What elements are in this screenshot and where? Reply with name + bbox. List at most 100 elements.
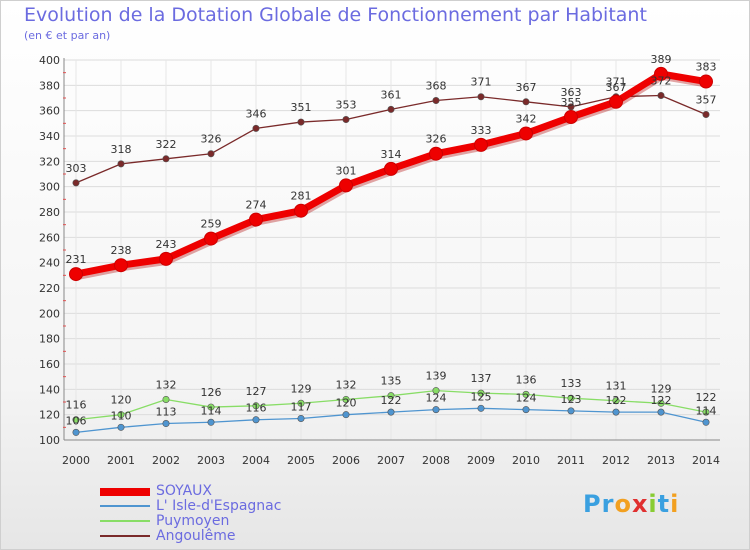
data-point-1 [207, 418, 215, 426]
data-label-3: 367 [516, 81, 537, 94]
data-point-2 [162, 395, 170, 403]
y-tick-label: 360 [39, 105, 60, 118]
x-tick-label: 2000 [62, 454, 90, 467]
data-point-2 [477, 389, 485, 397]
data-label-3: 351 [291, 101, 312, 114]
data-point-0 [69, 267, 83, 282]
data-label-2: 129 [651, 382, 672, 395]
legend-swatch-soyaux [100, 488, 150, 496]
x-tick-label: 2014 [692, 454, 720, 467]
data-label-1: 110 [111, 409, 132, 422]
data-label-3: 361 [381, 88, 402, 101]
data-point-1 [612, 408, 620, 416]
data-point-2 [387, 392, 395, 400]
y-tick-label: 200 [39, 307, 60, 320]
data-label-0: 274 [246, 199, 267, 212]
data-point-2 [207, 403, 215, 411]
data-label-1: 106 [66, 414, 87, 427]
data-label-3: 357 [696, 93, 717, 106]
y-tick-label: 300 [39, 181, 60, 194]
legend-item-angouleme: Angoulême [100, 528, 360, 544]
data-point-0 [339, 178, 353, 193]
data-label-0: 281 [291, 190, 312, 203]
data-point-0 [249, 212, 263, 227]
x-tick-label: 2012 [602, 454, 630, 467]
data-point-2 [567, 394, 575, 402]
data-label-1: 114 [696, 404, 717, 417]
data-point-0 [159, 251, 173, 266]
data-label-2: 127 [246, 385, 267, 398]
x-tick-label: 2004 [242, 454, 270, 467]
data-label-1: 114 [201, 404, 222, 417]
legend-label-soyaux: SOYAUX [156, 483, 213, 499]
data-label-3: 322 [156, 138, 177, 151]
data-label-1: 120 [336, 397, 357, 410]
data-point-3 [702, 110, 710, 118]
data-label-2: 126 [201, 386, 222, 399]
data-point-0 [204, 231, 218, 246]
legend-label-angouleme: Angoulême [156, 528, 236, 544]
data-label-3: 353 [336, 99, 357, 112]
data-point-2 [522, 390, 530, 398]
data-point-3 [252, 124, 260, 132]
data-point-2 [612, 397, 620, 405]
data-point-3 [657, 91, 665, 99]
data-point-1 [387, 408, 395, 416]
data-point-3 [432, 97, 440, 105]
data-label-1: 122 [606, 394, 627, 407]
data-label-2: 116 [66, 399, 87, 412]
data-label-0: 238 [111, 244, 132, 257]
y-tick-label: 240 [39, 257, 60, 270]
y-tick-label: 260 [39, 231, 60, 244]
data-label-2: 135 [381, 375, 402, 388]
data-point-1 [297, 414, 305, 422]
data-point-3 [162, 155, 170, 163]
x-tick-label: 2009 [467, 454, 495, 467]
chart-subtitle: (en € et par an) [24, 29, 111, 42]
line-chart: 100 120 140 160 180 200 220 240 260 280 300 320 340 3… [39, 53, 720, 467]
y-tick-label: 400 [39, 54, 60, 67]
data-label-3: 318 [111, 143, 132, 156]
x-tick-label: 2007 [377, 454, 405, 467]
data-point-1 [72, 428, 80, 436]
data-label-0: 326 [426, 133, 447, 146]
data-point-0 [519, 126, 533, 141]
data-point-3 [387, 105, 395, 113]
logo-letter-i2: i [670, 490, 680, 518]
y-tick-label: 140 [39, 383, 60, 396]
data-label-3: 371 [471, 76, 492, 89]
y-tick-label: 340 [39, 130, 60, 143]
data-point-3 [117, 160, 125, 168]
x-tick-label: 2001 [107, 454, 135, 467]
data-label-1: 123 [561, 393, 582, 406]
data-point-0 [114, 258, 128, 273]
data-point-2 [657, 399, 665, 407]
data-point-0 [609, 94, 623, 109]
data-point-0 [654, 66, 668, 81]
data-label-2: 133 [561, 377, 582, 390]
y-tick-label: 120 [39, 409, 60, 422]
data-point-3 [342, 116, 350, 124]
data-label-1: 113 [156, 406, 177, 419]
data-label-3: 372 [651, 74, 672, 87]
data-point-1 [477, 404, 485, 412]
data-point-2 [432, 387, 440, 395]
data-label-3: 368 [426, 80, 447, 93]
data-label-2: 122 [696, 391, 717, 404]
data-label-0: 355 [561, 96, 582, 109]
legend-swatch-angouleme [100, 535, 150, 537]
logo-letter-x: x [631, 490, 649, 518]
data-label-2: 131 [606, 380, 627, 393]
data-label-0: 301 [336, 164, 357, 177]
data-label-1: 117 [291, 400, 312, 413]
data-point-1 [162, 420, 170, 428]
y-tick-label: 180 [39, 333, 60, 346]
data-point-2 [72, 416, 80, 424]
data-label-3: 303 [66, 162, 87, 175]
data-label-0: 389 [651, 53, 672, 66]
data-label-2: 132 [336, 378, 357, 391]
x-tick-label: 2005 [287, 454, 315, 467]
proxiti-logo: Proxiti [583, 490, 679, 518]
legend-item-soyaux: SOYAUX [100, 483, 360, 499]
data-point-0 [699, 74, 713, 89]
